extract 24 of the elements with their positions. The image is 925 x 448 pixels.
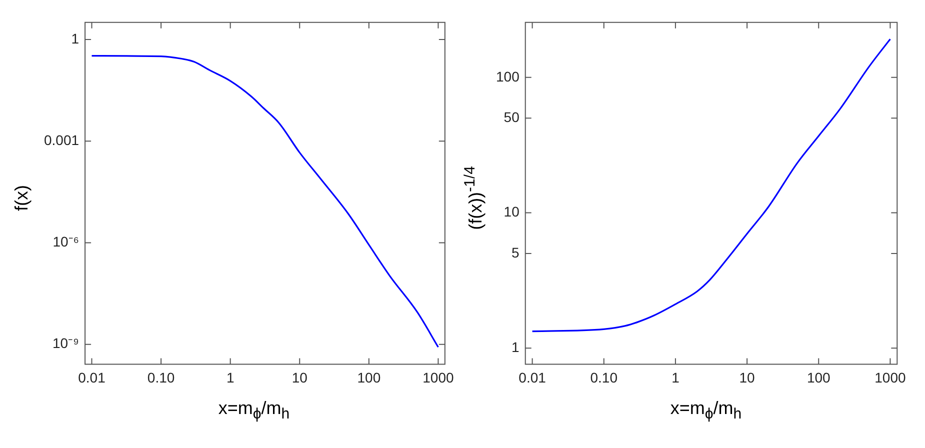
y-tick-label: 100 <box>496 68 520 84</box>
x-tick-label: 10 <box>739 369 756 386</box>
x-tick-label: 0.01 <box>518 369 546 386</box>
x-tick-label: 0.10 <box>147 369 175 386</box>
y-tick-label: 50 <box>504 109 520 126</box>
x-tick-label: 1000 <box>874 369 906 386</box>
y-tick-label: 10⁻⁹ <box>52 335 80 352</box>
y-tick-label: 0.001 <box>44 132 80 148</box>
x-tick-label: 10 <box>292 369 308 386</box>
y-tick-label: 1 <box>512 338 520 355</box>
x-tick-label: 1000 <box>422 369 454 386</box>
x-tick-label: 0.10 <box>590 369 618 386</box>
y-tick-label: 10 <box>504 204 520 220</box>
x-axis-title: x=m$_{ϕ}$/m$_{h}$ <box>217 398 291 423</box>
y-tick-label: 5 <box>512 244 520 260</box>
x-tick-label: 1 <box>672 369 680 386</box>
y-axis-title: f(x) <box>12 185 32 211</box>
x-tick-label: 1 <box>226 369 234 386</box>
y-tick-label: 10⁻⁶ <box>52 234 80 250</box>
x-tick-label: 100 <box>357 369 381 386</box>
x-tick-label: 0.01 <box>78 369 106 386</box>
x-tick-label: 100 <box>806 369 831 386</box>
x-axis-title: x=m$_{ϕ}$/m$_{h}$ <box>669 398 743 423</box>
y-tick-label: 1 <box>71 30 80 46</box>
